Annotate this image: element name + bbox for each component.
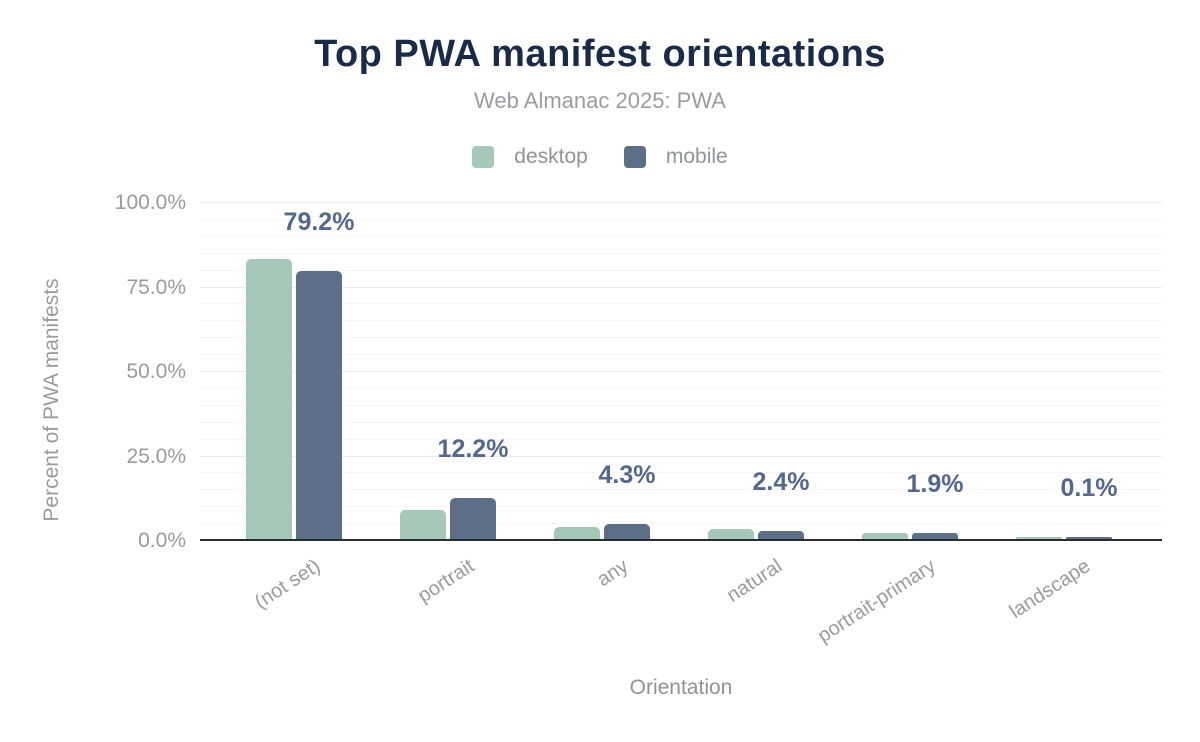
- major-gridline: [200, 455, 1162, 457]
- bar-mobile-natural: [758, 530, 804, 539]
- x-category-label-portrait: portrait: [413, 555, 478, 608]
- bar-mobile-any: [604, 524, 650, 539]
- legend: desktop mobile: [0, 144, 1200, 170]
- x-axis-line: [200, 539, 1162, 541]
- y-tick-label: 0.0%: [138, 529, 186, 552]
- major-gridline: [200, 286, 1162, 288]
- minor-gridline: [200, 269, 1162, 271]
- legend-item-desktop: desktop: [472, 145, 588, 169]
- bar-desktop-not-set: [246, 258, 292, 539]
- y-tick-label: 50.0%: [126, 360, 186, 383]
- x-axis: (not set) portrait any natural portrait-prim…: [200, 541, 1162, 661]
- y-tick-label: 75.0%: [126, 275, 186, 299]
- bar-desktop-natural: [708, 529, 754, 539]
- minor-gridline: [200, 438, 1162, 440]
- x-category-label-any: any: [592, 555, 632, 592]
- bar-desktop-portrait-primary: [862, 533, 908, 539]
- y-tick-label: 100.0%: [114, 191, 186, 214]
- minor-gridline: [200, 235, 1162, 237]
- value-label-landscape: 0.1%: [1060, 474, 1118, 502]
- major-gridline: [200, 371, 1162, 372]
- y-tick-label: 25.0%: [126, 444, 186, 468]
- minor-gridline: [200, 252, 1162, 254]
- minor-gridline: [200, 354, 1162, 356]
- legend-item-mobile: mobile: [623, 145, 728, 169]
- mobile-swatch-icon: [623, 146, 646, 168]
- minor-gridline: [200, 506, 1162, 508]
- minor-gridline: [200, 489, 1162, 491]
- bar-desktop-portrait: [400, 510, 446, 539]
- minor-gridline: [200, 404, 1162, 406]
- chart-subtitle: Web Almanac 2025: PWA: [474, 88, 726, 113]
- x-category-label-natural: natural: [722, 555, 786, 607]
- value-label-portrait-primary: 1.9%: [906, 469, 964, 498]
- x-category-label-landscape: landscape: [1005, 555, 1094, 624]
- x-category-label-not-set: (not set): [250, 555, 324, 614]
- minor-gridline: [200, 523, 1162, 525]
- minor-gridline: [200, 337, 1162, 339]
- bar-desktop-landscape: [1016, 537, 1062, 539]
- value-label-natural: 2.4%: [752, 467, 810, 496]
- bar-desktop-any: [554, 526, 600, 539]
- bar-mobile-portrait-primary: [912, 532, 958, 539]
- chart-title: Top PWA manifest orientations: [314, 33, 886, 75]
- plot-area: 79.2% 12.2% 4.3% 2.4% 1.9% 0.1%: [200, 202, 1162, 541]
- desktop-swatch-icon: [472, 146, 495, 168]
- bar-mobile-not-set: [296, 271, 342, 539]
- minor-gridline: [200, 387, 1162, 389]
- major-gridline: [200, 202, 1162, 203]
- minor-gridline: [200, 421, 1162, 423]
- minor-gridline: [200, 218, 1162, 220]
- x-axis-title: Orientation: [629, 676, 733, 699]
- value-label-any: 4.3%: [598, 461, 656, 490]
- minor-gridline: [200, 472, 1162, 474]
- minor-gridline: [200, 320, 1162, 322]
- minor-gridline: [200, 303, 1162, 305]
- legend-label-desktop: desktop: [514, 145, 588, 168]
- x-category-label-portrait-primary: portrait-primary: [814, 555, 940, 648]
- y-axis: 100.0% 75.0% 50.0% 25.0% 0.0%: [0, 191, 186, 552]
- value-label-portrait: 12.2%: [437, 434, 509, 463]
- value-label-not-set: 79.2%: [283, 208, 355, 237]
- legend-label-mobile: mobile: [665, 145, 728, 168]
- bar-mobile-portrait: [450, 497, 496, 539]
- bar-mobile-landscape: [1066, 537, 1112, 539]
